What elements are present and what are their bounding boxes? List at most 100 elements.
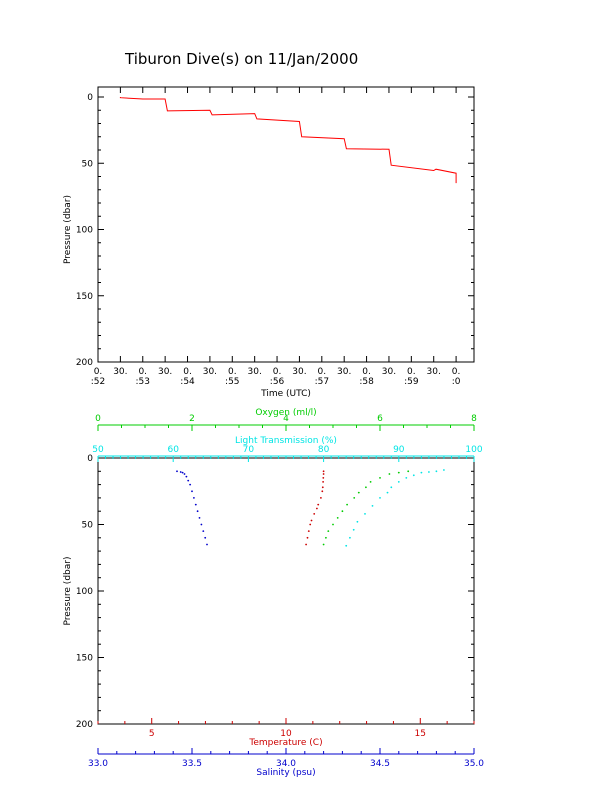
x-tick-label: 0. <box>138 367 147 377</box>
salinity-tick-label: 34.0 <box>276 759 296 769</box>
salinity-point <box>185 475 188 478</box>
y-axis-title: Pressure (dbar) <box>63 557 73 626</box>
light-point <box>356 520 359 523</box>
light-point <box>386 491 389 494</box>
light-point <box>428 471 430 473</box>
oxygen-point <box>407 470 410 473</box>
temperature-point <box>313 513 316 515</box>
temperature-point <box>309 523 312 526</box>
x-tick-label: 30. <box>427 367 441 377</box>
page-title: Tiburon Dive(s) on 11/Jan/2000 <box>125 50 359 68</box>
x-tick-label: 0. <box>318 367 327 377</box>
x-tick-label: 30. <box>382 367 396 377</box>
salinity-tick-label: 34.5 <box>370 759 390 769</box>
temperature-point <box>316 507 318 510</box>
x-tick-label: 0. <box>228 367 237 377</box>
oxygen-point <box>365 486 367 489</box>
x-tick-label: 30. <box>158 367 172 377</box>
salinity-point <box>181 471 184 474</box>
salinity-point <box>179 471 182 473</box>
oxygen-point <box>388 473 391 475</box>
x-tick-label: 0. <box>183 367 192 377</box>
oxygen-tick-label: 6 <box>377 414 383 424</box>
light-point <box>443 469 445 471</box>
salinity-point <box>189 483 192 486</box>
temperature-point <box>322 481 324 483</box>
salinity-point <box>183 473 186 475</box>
salinity-point <box>176 470 178 473</box>
oxygen-tick-label: 8 <box>471 414 477 424</box>
x-tick-label: 30. <box>337 367 351 377</box>
oxygen-point <box>327 530 330 532</box>
salinity-tick-label: 33.5 <box>182 759 202 769</box>
light-point <box>397 481 400 483</box>
temperature-tick-label: 5 <box>149 729 155 739</box>
y-tick-label: 200 <box>76 720 93 730</box>
light-tick-label: 100 <box>465 445 482 455</box>
light-point <box>405 477 408 479</box>
salinity-point <box>196 510 199 513</box>
salinity-point <box>191 490 193 493</box>
oxygen-point <box>336 517 339 519</box>
salinity-point <box>200 523 203 526</box>
temperature-point <box>306 536 309 539</box>
oxygen-point <box>341 510 344 513</box>
temperature-tick-label: 15 <box>415 729 426 739</box>
temperature-axis-title: Temperature (C) <box>248 738 322 748</box>
temperature-point <box>322 473 325 475</box>
temperature-point <box>321 490 324 493</box>
light-point <box>435 470 438 473</box>
oxygen-tick-label: 0 <box>95 414 101 424</box>
salinity-point <box>187 479 190 482</box>
x-tick-label: 0. <box>273 367 282 377</box>
temperature-tick-label: 10 <box>280 729 292 739</box>
x-axis-title: Time (UTC) <box>260 389 311 399</box>
x-tick-label: 0. <box>452 367 461 377</box>
oxygen-point <box>369 481 372 483</box>
x-tick-label: :53 <box>136 377 150 387</box>
y-tick-label: 150 <box>76 654 93 664</box>
temperature-point <box>317 503 320 506</box>
light-tick-label: 60 <box>167 445 179 455</box>
light-point <box>412 474 415 477</box>
y-axis-title: Pressure (dbar) <box>63 195 73 264</box>
x-tick-label: 30. <box>113 367 127 377</box>
salinity-point <box>194 503 197 506</box>
y-tick-label: 50 <box>82 521 94 531</box>
temperature-point <box>322 477 325 479</box>
x-tick-label: :59 <box>404 377 419 387</box>
oxygen-axis-title: Oxygen (ml/l) <box>255 408 316 418</box>
salinity-point <box>206 543 208 546</box>
salinity-point <box>193 497 195 499</box>
y-tick-label: 100 <box>76 226 93 236</box>
y-tick-label: 150 <box>76 292 93 302</box>
temperature-point <box>320 497 322 499</box>
light-point <box>371 505 374 507</box>
oxygen-point <box>397 471 400 474</box>
light-tick-label: 70 <box>243 445 255 455</box>
y-tick-label: 0 <box>87 93 93 103</box>
light-point <box>379 497 381 499</box>
light-tick-label: 80 <box>318 445 330 455</box>
temperature-point <box>322 470 325 473</box>
light-point <box>390 486 393 489</box>
light-tick-label: 90 <box>393 445 405 455</box>
temperature-point <box>307 530 310 532</box>
light-point <box>420 471 423 474</box>
y-tick-label: 50 <box>82 159 94 169</box>
x-tick-label: :56 <box>270 377 285 387</box>
temperature-point <box>321 486 324 489</box>
x-tick-label: :55 <box>225 377 239 387</box>
oxygen-point <box>322 543 325 546</box>
x-tick-label: :0 <box>452 377 461 387</box>
light-point <box>345 544 348 547</box>
x-tick-label: 30. <box>248 367 262 377</box>
series-line-0 <box>119 97 457 184</box>
oxygen-point <box>332 523 334 526</box>
plot-frame <box>97 86 475 363</box>
salinity-point <box>204 536 207 539</box>
salinity-axis-title: Salinity (psu) <box>256 768 315 778</box>
light-axis-title: Light Transmission (%) <box>235 436 337 446</box>
